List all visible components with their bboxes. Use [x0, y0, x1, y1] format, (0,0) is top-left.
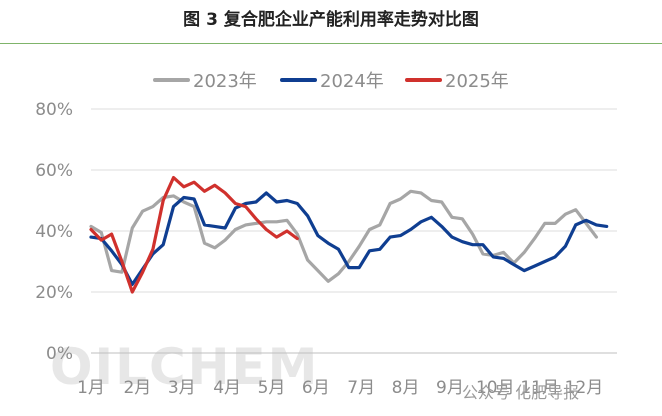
x-tick-label: 2月: [123, 378, 151, 398]
x-tick-label: 3月: [168, 378, 196, 398]
x-tick-label: 8月: [392, 378, 420, 398]
legend-label: 2023年: [193, 71, 257, 92]
x-tick-label: 10月: [476, 378, 515, 398]
title-divider: [0, 43, 662, 44]
series-line-2024: [89, 191, 609, 286]
x-tick-label: 11月: [520, 378, 559, 398]
y-tick-label: 20%: [35, 283, 73, 303]
y-tick-label: 40%: [35, 222, 73, 242]
y-tick-label: 60%: [35, 161, 73, 181]
y-tick-label: 0%: [46, 344, 73, 364]
y-tick-label: 80%: [35, 100, 73, 120]
watermark: OILCHEM: [50, 338, 320, 396]
x-tick-label: 1月: [77, 378, 105, 398]
x-tick-label: 7月: [347, 378, 375, 398]
x-tick-label: 12月: [565, 378, 604, 398]
x-tick-label: 6月: [302, 378, 330, 398]
x-tick-label: 4月: [213, 378, 241, 398]
x-tick-label: 5月: [258, 378, 286, 398]
source-note: 公众号 化肥导报: [462, 383, 580, 402]
series-line-2025: [89, 176, 299, 294]
legend-label: 2025年: [445, 71, 509, 92]
series-line-2023: [89, 189, 598, 283]
legend-label: 2024年: [320, 71, 384, 92]
chart-title: 图 3 复合肥企业产能利用率走势对比图: [183, 10, 479, 30]
x-tick-label: 9月: [436, 378, 464, 398]
